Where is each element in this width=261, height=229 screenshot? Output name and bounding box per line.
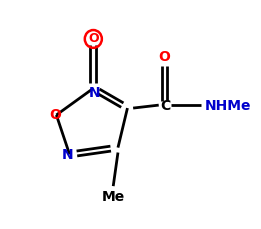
Text: Me: Me	[102, 190, 125, 204]
Text: O: O	[88, 33, 99, 45]
Text: N: N	[88, 86, 100, 100]
Text: N: N	[62, 148, 74, 163]
Text: C: C	[160, 99, 170, 113]
Text: O: O	[158, 50, 170, 64]
Text: O: O	[50, 108, 61, 122]
Text: NHMe: NHMe	[205, 99, 252, 113]
